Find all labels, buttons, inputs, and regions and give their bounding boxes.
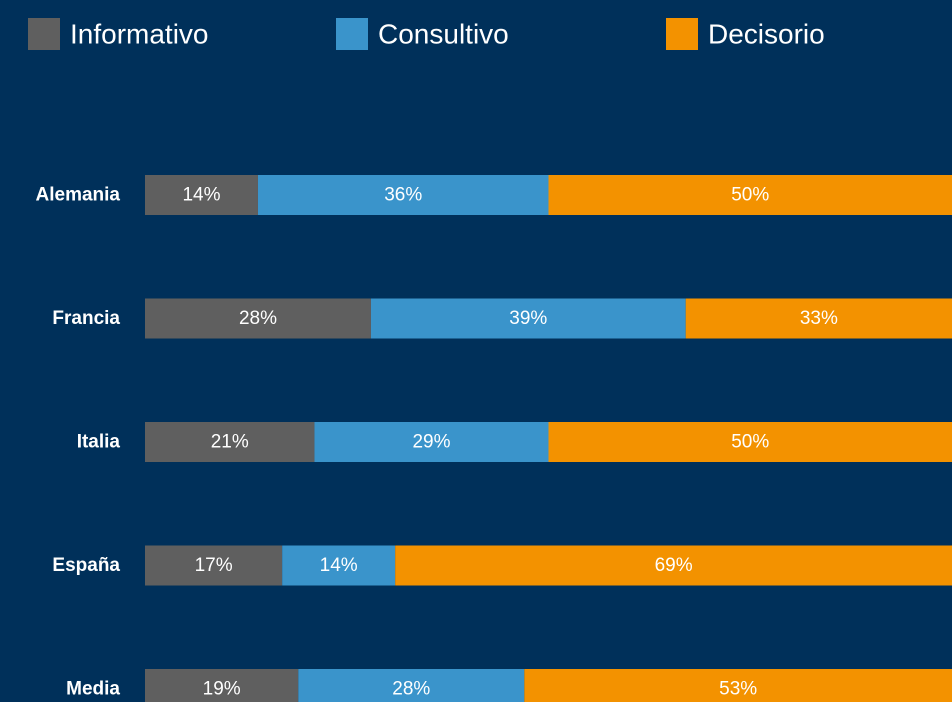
value-label: 28% bbox=[392, 679, 430, 700]
category-label: Media bbox=[66, 679, 120, 700]
bar-segment bbox=[314, 422, 549, 462]
value-label: 33% bbox=[800, 308, 838, 329]
category-label: España bbox=[52, 555, 120, 576]
bar-segment bbox=[145, 545, 283, 586]
value-label: 36% bbox=[384, 185, 422, 206]
bar-segment bbox=[145, 422, 315, 462]
category-label: Alemania bbox=[36, 185, 121, 206]
value-label: 53% bbox=[719, 679, 757, 700]
bar-segment bbox=[524, 669, 952, 702]
value-label: 21% bbox=[211, 432, 249, 453]
value-label: 14% bbox=[320, 555, 358, 576]
bar-segment bbox=[145, 669, 299, 702]
bar-segment bbox=[548, 422, 952, 462]
bar-segment bbox=[685, 298, 952, 339]
legend-label: Consultivo bbox=[378, 19, 509, 50]
legend-swatch bbox=[28, 18, 60, 50]
bar-segment bbox=[395, 545, 952, 586]
value-label: 29% bbox=[412, 432, 450, 453]
category-label: Italia bbox=[77, 432, 121, 453]
bar-segment bbox=[145, 175, 258, 215]
legend-swatch bbox=[666, 18, 698, 50]
bar-segment bbox=[298, 669, 525, 702]
bar-segment bbox=[548, 175, 952, 215]
legend-swatch bbox=[336, 18, 368, 50]
value-label: 17% bbox=[195, 555, 233, 576]
value-label: 19% bbox=[203, 679, 241, 700]
value-label: 39% bbox=[509, 308, 547, 329]
value-label: 50% bbox=[731, 432, 769, 453]
legend-label: Decisorio bbox=[708, 19, 825, 50]
category-label: Francia bbox=[52, 308, 120, 329]
value-label: 50% bbox=[731, 185, 769, 206]
bar-segment bbox=[370, 298, 686, 339]
legend-label: Informativo bbox=[70, 19, 209, 50]
value-label: 14% bbox=[182, 185, 220, 206]
value-label: 69% bbox=[655, 555, 693, 576]
bar-segment bbox=[145, 298, 371, 339]
bar-segment bbox=[257, 175, 549, 215]
bar-segment bbox=[282, 545, 396, 586]
value-label: 28% bbox=[239, 308, 277, 329]
